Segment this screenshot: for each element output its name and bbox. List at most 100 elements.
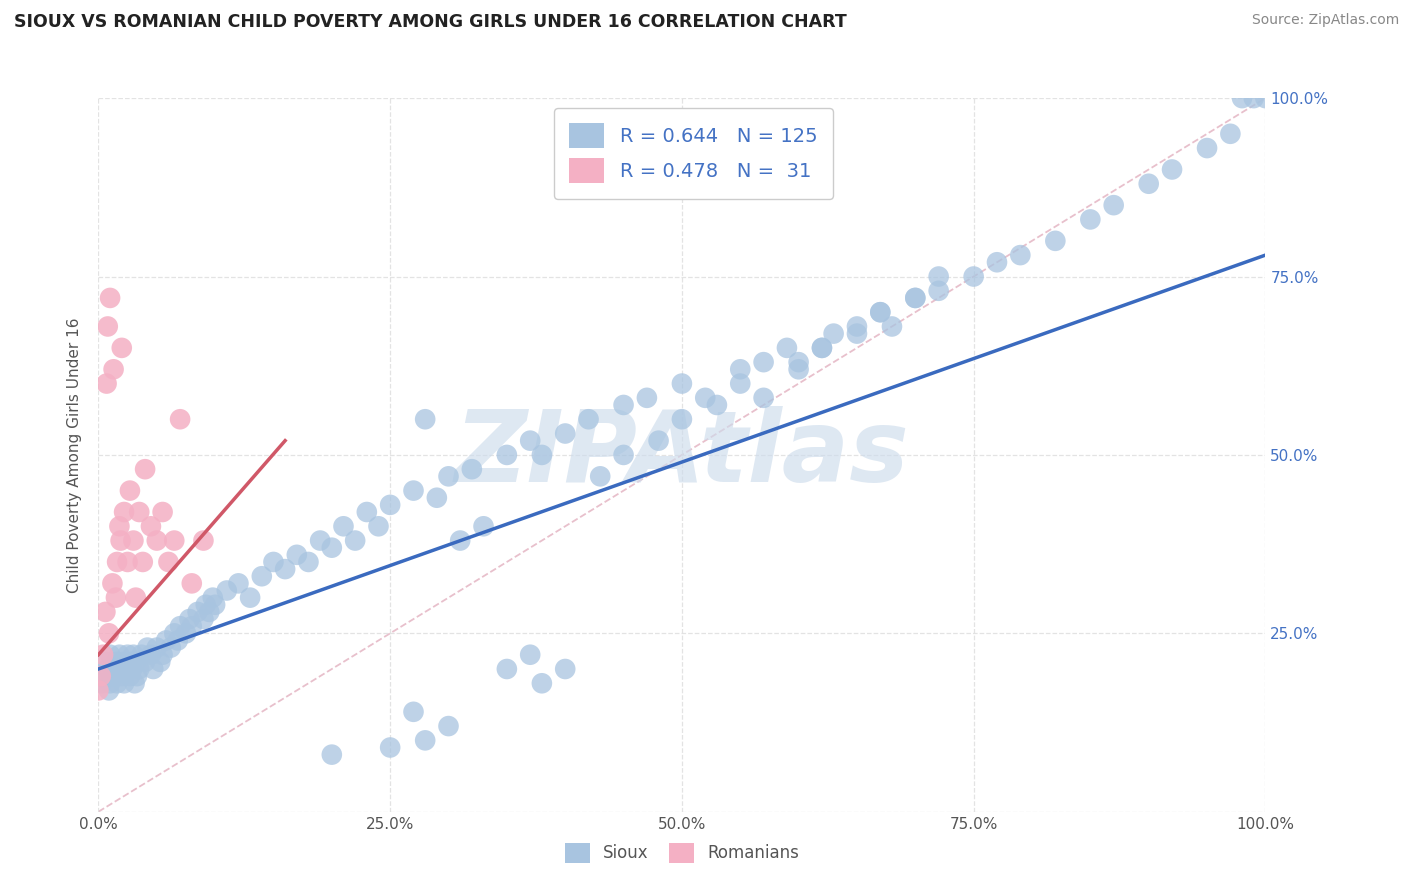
Point [139, 648, 162, 662]
Point [166, 633, 188, 648]
Point [111, 341, 134, 355]
Point [367, 519, 389, 533]
Point [986, 255, 1008, 269]
Point [1243, 91, 1265, 105]
Point [179, 612, 201, 626]
Point [117, 555, 139, 569]
Point [104, 655, 127, 669]
Point [1045, 234, 1067, 248]
Point [461, 462, 484, 476]
Point [169, 619, 191, 633]
Point [169, 412, 191, 426]
Point [111, 655, 134, 669]
Point [426, 491, 449, 505]
Point [309, 533, 332, 548]
Point [97, 319, 120, 334]
Point [152, 648, 174, 662]
Point [239, 591, 262, 605]
Point [297, 555, 319, 569]
Point [174, 626, 197, 640]
Point [449, 533, 471, 548]
Point [1219, 127, 1241, 141]
Point [163, 626, 186, 640]
Point [776, 341, 799, 355]
Point [124, 676, 146, 690]
Point [811, 341, 834, 355]
Legend: Sioux, Romanians: Sioux, Romanians [557, 834, 807, 871]
Point [87, 683, 110, 698]
Point [105, 555, 128, 569]
Point [117, 648, 139, 662]
Point [928, 284, 950, 298]
Point [378, 498, 402, 512]
Point [193, 533, 215, 548]
Point [811, 341, 834, 355]
Point [495, 448, 517, 462]
Point [706, 398, 728, 412]
Point [134, 655, 156, 669]
Point [198, 605, 221, 619]
Point [122, 533, 145, 548]
Point [101, 662, 124, 676]
Point [730, 362, 752, 376]
Point [962, 269, 984, 284]
Point [134, 462, 156, 476]
Point [98, 648, 121, 662]
Point [105, 676, 128, 690]
Point [122, 648, 145, 662]
Point [97, 626, 120, 640]
Point [132, 555, 155, 569]
Point [98, 676, 121, 690]
Point [93, 669, 115, 683]
Point [752, 391, 775, 405]
Point [118, 483, 141, 498]
Point [128, 505, 150, 519]
Point [402, 705, 425, 719]
Point [530, 676, 553, 690]
Point [880, 319, 903, 334]
Point [94, 655, 117, 669]
Point [274, 562, 297, 576]
Point [128, 662, 150, 676]
Point [180, 619, 202, 633]
Point [846, 326, 869, 341]
Point [228, 576, 250, 591]
Point [1161, 162, 1184, 177]
Point [149, 655, 172, 669]
Point [671, 376, 693, 391]
Point [91, 648, 114, 662]
Point [104, 591, 127, 605]
Point [108, 519, 131, 533]
Text: SIOUX VS ROMANIAN CHILD POVERTY AMONG GIRLS UNDER 16 CORRELATION CHART: SIOUX VS ROMANIAN CHILD POVERTY AMONG GI… [14, 13, 846, 31]
Point [752, 355, 775, 369]
Point [554, 426, 576, 441]
Point [1080, 212, 1102, 227]
Point [125, 655, 148, 669]
Point [159, 640, 181, 655]
Point [90, 669, 112, 683]
Point [152, 505, 174, 519]
Point [101, 576, 124, 591]
Point [495, 662, 517, 676]
Point [94, 605, 117, 619]
Point [103, 362, 125, 376]
Point [378, 740, 402, 755]
Point [437, 469, 460, 483]
Point [356, 505, 378, 519]
Point [904, 291, 927, 305]
Point [519, 434, 541, 448]
Point [787, 355, 810, 369]
Point [869, 305, 891, 319]
Text: ZIPAtlas: ZIPAtlas [454, 407, 910, 503]
Point [118, 669, 141, 683]
Point [285, 548, 308, 562]
Point [1010, 248, 1032, 262]
Point [846, 319, 869, 334]
Point [730, 376, 752, 391]
Point [146, 533, 169, 548]
Point [112, 676, 135, 690]
Y-axis label: Child Poverty Among Girls Under 16: Child Poverty Among Girls Under 16 [67, 318, 83, 592]
Point [194, 598, 217, 612]
Point [402, 483, 425, 498]
Point [519, 648, 541, 662]
